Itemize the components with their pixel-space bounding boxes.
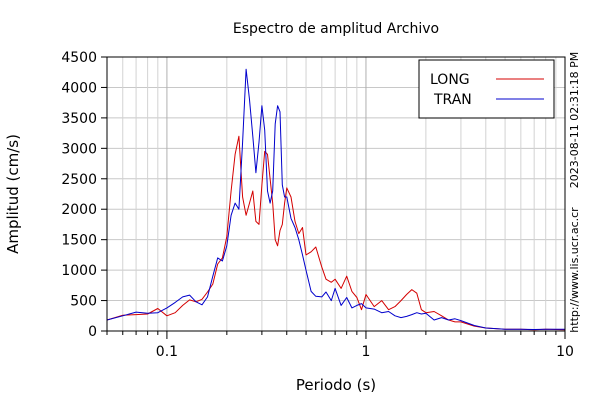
series-line-tran	[106, 68, 565, 330]
legend-box	[418, 59, 555, 119]
x-tick-label: 0.1	[156, 344, 178, 360]
plot-frame	[106, 56, 566, 332]
grid	[107, 57, 565, 331]
x-tick-label: 10	[556, 344, 574, 360]
tick-group: 0 500 1000 1500 2000 2500 3000 3500 4000 4500 0.1 1…	[61, 50, 574, 360]
y-axis-label: Amplitud (cm/s)	[4, 134, 22, 254]
legend-label-long: LONG	[430, 72, 470, 88]
y-tick-label: 4500	[61, 50, 97, 66]
legend: LONG TRAN	[418, 59, 555, 119]
y-tick-label: 1000	[61, 263, 97, 279]
timestamp-label: 2023-08-11 02:31:18 PM	[568, 52, 581, 188]
y-tick-label: 2000	[61, 202, 97, 218]
source-url-label: http://www.lis.ucr.ac.cr	[568, 207, 581, 333]
y-tick-label: 0	[88, 324, 97, 340]
legend-label-tran: TRAN	[433, 92, 472, 108]
series-line-long	[106, 135, 566, 331]
y-tick-label: 3000	[61, 141, 97, 157]
y-tick-label: 1500	[61, 233, 97, 249]
chart-title: Espectro de amplitud Archivo	[233, 21, 439, 37]
y-tick-label: 500	[70, 294, 97, 310]
x-tick-label: 1	[361, 344, 370, 360]
series-group	[106, 68, 566, 331]
x-axis-label: Periodo (s)	[296, 376, 376, 394]
y-tick-label: 3500	[61, 111, 97, 127]
y-tick-label: 4000	[61, 80, 97, 96]
y-tick-label: 2500	[61, 172, 97, 188]
